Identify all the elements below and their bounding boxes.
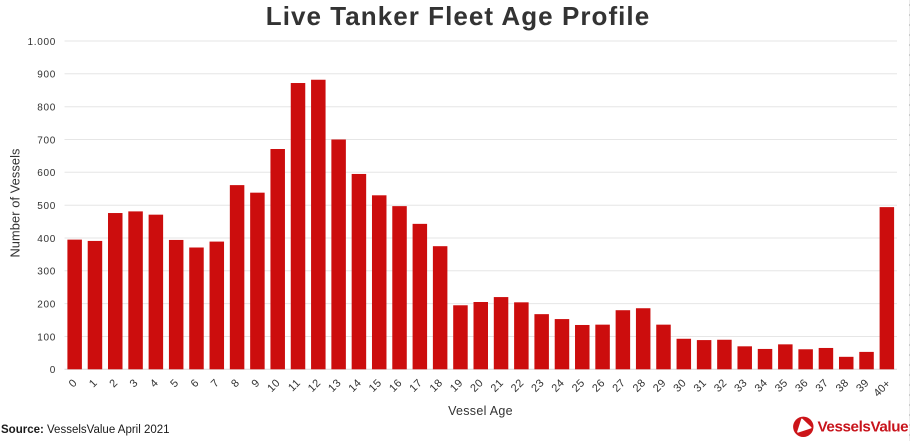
svg-text:800: 800 <box>37 103 56 114</box>
svg-text:Vessel Age: Vessel Age <box>448 404 513 418</box>
svg-text:Source: VesselsValue April 202: Source: VesselsValue April 2021 <box>1 424 170 436</box>
svg-text:700: 700 <box>37 135 56 146</box>
svg-text:Live Tanker Fleet Age Profile: Live Tanker Fleet Age Profile <box>266 1 650 31</box>
svg-text:900: 900 <box>37 70 56 81</box>
svg-text:200: 200 <box>37 299 56 310</box>
svg-text:400: 400 <box>37 234 56 245</box>
svg-text:VesselsValue: VesselsValue <box>818 418 909 435</box>
svg-text:0: 0 <box>50 365 56 376</box>
svg-text:600: 600 <box>37 168 56 179</box>
svg-text:1.000: 1.000 <box>27 37 56 48</box>
svg-text:500: 500 <box>37 201 56 212</box>
svg-text:100: 100 <box>37 332 56 343</box>
svg-text:300: 300 <box>37 267 56 278</box>
svg-text:Number of Vessels: Number of Vessels <box>8 148 23 257</box>
